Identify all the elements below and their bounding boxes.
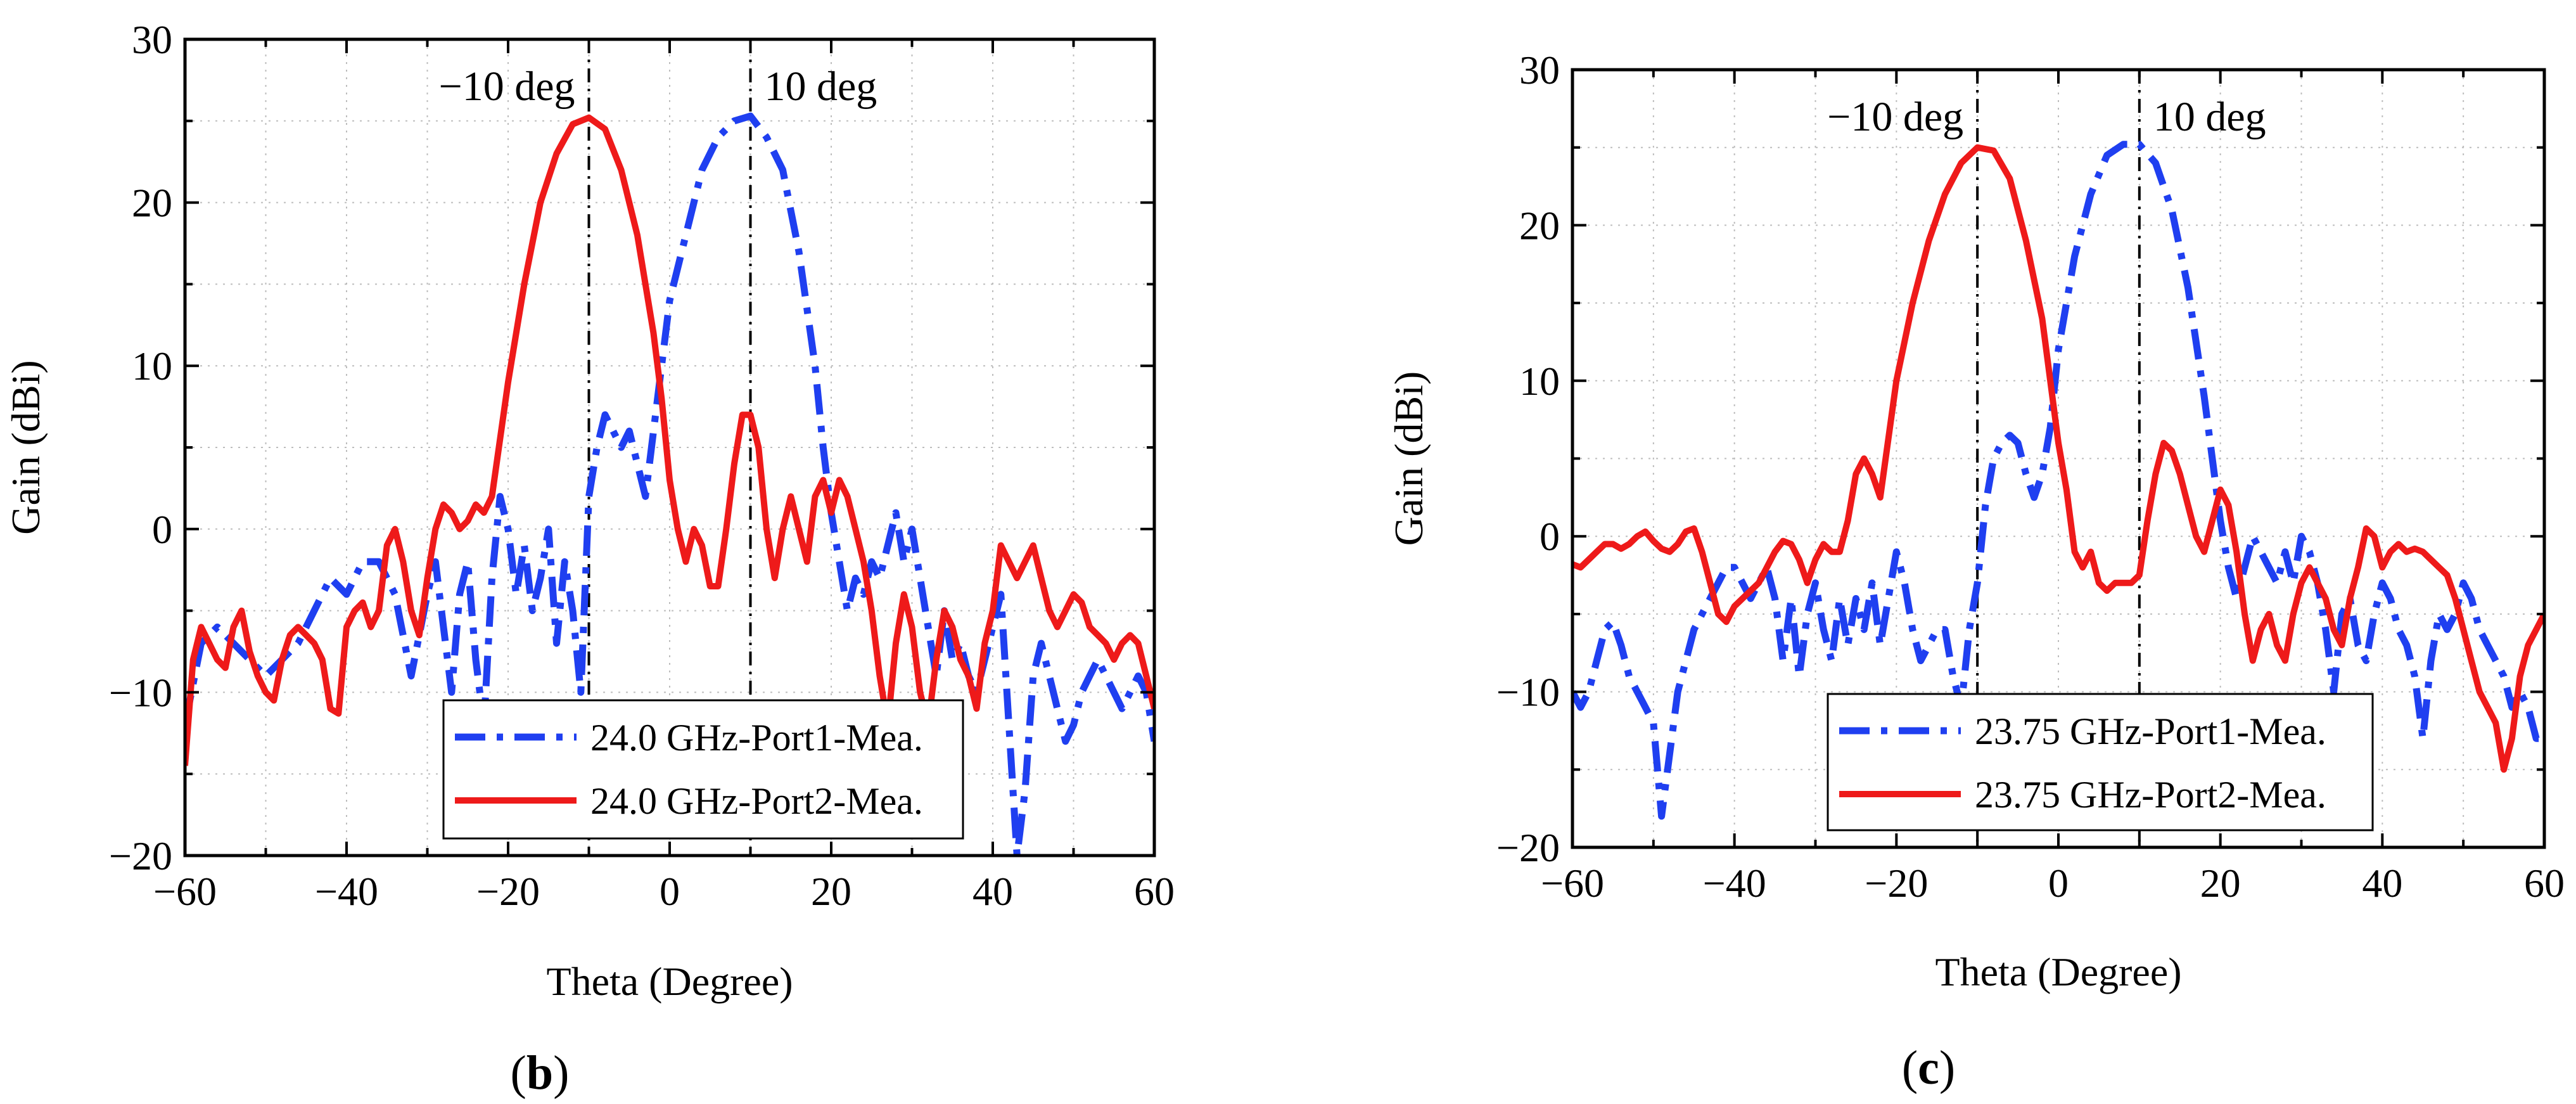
legend-label-1: 24.0 GHz-Port1-Mea. bbox=[590, 717, 923, 759]
annotation-10-deg: 10 deg bbox=[765, 63, 877, 110]
y-tick-label: 10 bbox=[132, 343, 172, 388]
y-tick-label: −10 bbox=[109, 670, 172, 715]
y-tick-label: 0 bbox=[152, 507, 172, 552]
y-axis-title: Gain (dBi) bbox=[1386, 371, 1431, 546]
legend-label-1: 23.75 GHz-Port1-Mea. bbox=[1975, 710, 2326, 752]
legend: 23.75 GHz-Port1-Mea. 23.75 GHz-Port2-Mea. bbox=[1827, 693, 2374, 831]
series-line-1 bbox=[185, 112, 1154, 856]
y-axis-title: Gain (dBi) bbox=[3, 360, 48, 535]
x-tick-label: 60 bbox=[1134, 869, 1175, 914]
y-tick-label: 0 bbox=[1540, 514, 1560, 559]
annotation-minus-10-deg: −10 deg bbox=[1827, 94, 1963, 140]
x-axis-title: Theta (Degree) bbox=[1935, 949, 2181, 994]
y-tick-label: −20 bbox=[109, 833, 172, 878]
legend: 24.0 GHz-Port1-Mea. 24.0 GHz-Port2-Mea. bbox=[442, 699, 964, 840]
panel-c: −60 −40 −20 0 20 40 60 −20 −10 0 10 20 30 Theta (Degr… bbox=[1386, 48, 2565, 1094]
grid bbox=[185, 39, 1154, 856]
y-tick-label: −20 bbox=[1496, 825, 1560, 870]
x-tick-label: 20 bbox=[2200, 861, 2241, 906]
x-tick-label: 0 bbox=[660, 869, 680, 914]
series-line-2 bbox=[1572, 144, 2544, 773]
annotation-minus-10-deg: −10 deg bbox=[438, 63, 575, 110]
x-tick-label: 40 bbox=[972, 869, 1013, 914]
x-tick-label: 60 bbox=[2524, 861, 2565, 906]
x-tick-label: −40 bbox=[315, 869, 378, 914]
series-line-2 bbox=[185, 114, 1154, 766]
x-tick-label: −60 bbox=[1541, 861, 1604, 906]
legend-box bbox=[1827, 693, 2374, 831]
y-tick-label: 30 bbox=[1519, 48, 1560, 93]
series-line-1 bbox=[1572, 141, 2544, 820]
x-tick-label: 20 bbox=[811, 869, 851, 914]
x-tick-label: −40 bbox=[1703, 861, 1766, 906]
panel-label: (c) bbox=[1902, 1041, 1955, 1094]
panel-b: −60 −40 −20 0 20 40 60 −20 −10 0 10 20 30 Theta (Degr… bbox=[3, 17, 1175, 1100]
y-tick-label: 10 bbox=[1519, 359, 1560, 404]
x-tick-label: 0 bbox=[2048, 861, 2069, 906]
x-tick-label: −60 bbox=[153, 869, 217, 914]
legend-box bbox=[442, 699, 964, 840]
y-tick-label: 20 bbox=[1519, 203, 1560, 248]
y-tick-label: −10 bbox=[1496, 670, 1560, 715]
x-tick-label: −20 bbox=[476, 869, 540, 914]
panel-label: (b) bbox=[511, 1046, 570, 1100]
legend-label-2: 23.75 GHz-Port2-Mea. bbox=[1975, 774, 2326, 816]
x-axis-title: Theta (Degree) bbox=[546, 959, 793, 1004]
y-tick-label: 30 bbox=[132, 17, 172, 62]
legend-label-2: 24.0 GHz-Port2-Mea. bbox=[590, 780, 923, 822]
y-tick-label: 20 bbox=[132, 181, 172, 226]
x-tick-label: −20 bbox=[1865, 861, 1928, 906]
annotation-10-deg: 10 deg bbox=[2153, 94, 2266, 140]
x-tick-label: 40 bbox=[2362, 861, 2402, 906]
